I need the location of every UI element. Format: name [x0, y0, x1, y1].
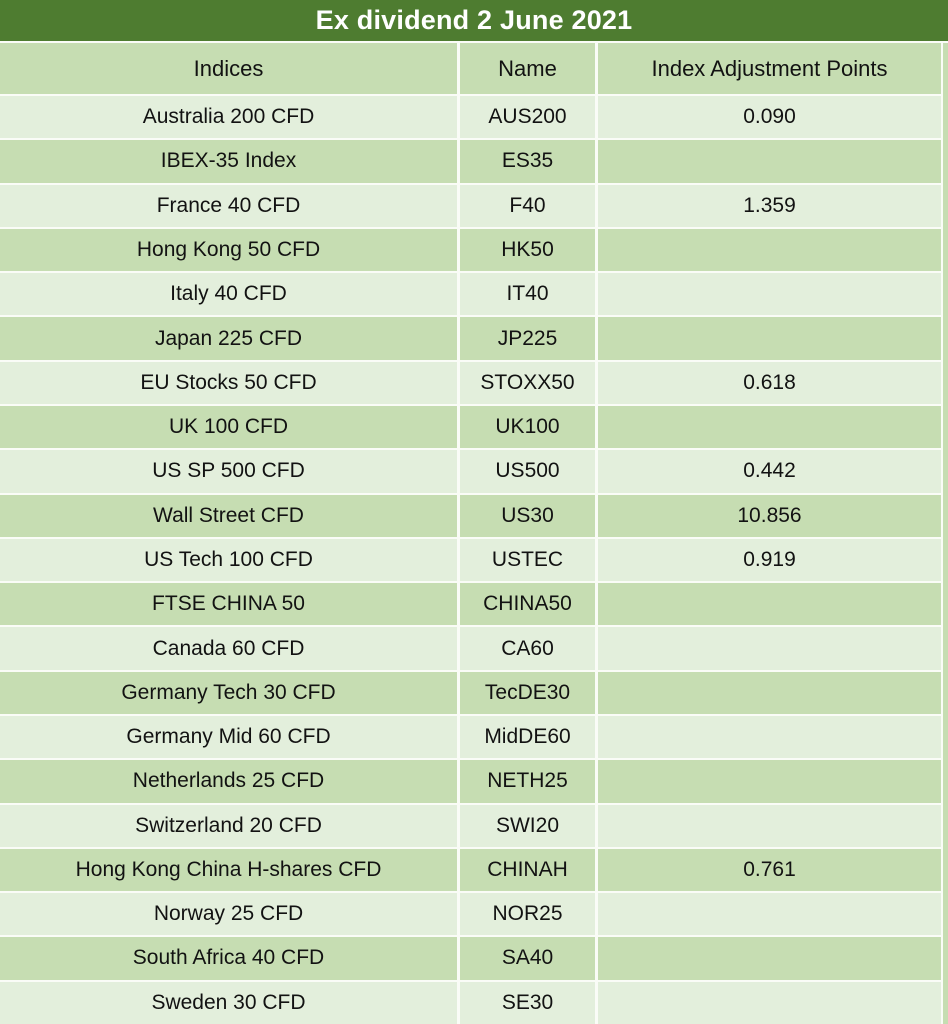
cell-points [598, 583, 941, 626]
cell-points [598, 627, 941, 670]
table-row: Germany Tech 30 CFD TecDE30 [0, 671, 948, 714]
table-row: Netherlands 25 CFD NETH25 [0, 760, 948, 803]
cell-name: MidDE60 [460, 715, 595, 759]
cell-name: CHINA50 [460, 583, 595, 626]
cell-indices: Netherlands 25 CFD [0, 760, 457, 803]
cell-name: CA60 [460, 627, 595, 670]
table-row: Sweden 30 CFD SE30 [0, 981, 948, 1024]
cell-points: 0.761 [598, 848, 941, 892]
cell-name: UK100 [460, 405, 595, 449]
cell-indices: Germany Tech 30 CFD [0, 671, 457, 714]
cell-indices: South Africa 40 CFD [0, 937, 457, 980]
cell-name: ES35 [460, 140, 595, 183]
cell-name: US30 [460, 494, 595, 537]
cell-indices: Hong Kong China H-shares CFD [0, 848, 457, 892]
cell-indices: IBEX-35 Index [0, 140, 457, 183]
table-row: Canada 60 CFD CA60 [0, 627, 948, 670]
cell-indices: Wall Street CFD [0, 494, 457, 537]
table-row: IBEX-35 Index ES35 [0, 140, 948, 183]
cell-indices: Hong Kong 50 CFD [0, 228, 457, 272]
cell-name: SE30 [460, 981, 595, 1024]
cell-indices: FTSE CHINA 50 [0, 583, 457, 626]
table-row: France 40 CFD F40 1.359 [0, 184, 948, 227]
cell-points [598, 228, 941, 272]
cell-indices: UK 100 CFD [0, 405, 457, 449]
cell-points [598, 405, 941, 449]
cell-name: AUS200 [460, 96, 595, 139]
cell-points [598, 140, 941, 183]
table-row: EU Stocks 50 CFD STOXX50 0.618 [0, 361, 948, 404]
table-body: Australia 200 CFD AUS200 0.090 IBEX-35 I… [0, 96, 948, 1024]
table-row: Australia 200 CFD AUS200 0.090 [0, 96, 948, 139]
cell-points: 10.856 [598, 494, 941, 537]
cell-name: JP225 [460, 317, 595, 360]
cell-indices: Japan 225 CFD [0, 317, 457, 360]
cell-points: 0.919 [598, 538, 941, 582]
table-header-row: Indices Name Index Adjustment Points [0, 43, 948, 94]
cell-indices: Italy 40 CFD [0, 273, 457, 316]
cell-name: SA40 [460, 937, 595, 980]
table-row: Norway 25 CFD NOR25 [0, 893, 948, 936]
column-header-name: Name [460, 43, 595, 94]
cell-indices: EU Stocks 50 CFD [0, 361, 457, 404]
cell-indices: Norway 25 CFD [0, 893, 457, 936]
column-header-adjustment-points: Index Adjustment Points [598, 43, 941, 94]
cell-name: F40 [460, 184, 595, 227]
cell-indices: Switzerland 20 CFD [0, 804, 457, 847]
table-row: Switzerland 20 CFD SWI20 [0, 804, 948, 847]
cell-indices: France 40 CFD [0, 184, 457, 227]
cell-points [598, 671, 941, 714]
cell-points [598, 760, 941, 803]
table-title: Ex dividend 2 June 2021 [0, 0, 948, 41]
cell-name: US500 [460, 450, 595, 493]
cell-name: USTEC [460, 538, 595, 582]
cell-points: 0.618 [598, 361, 941, 404]
cell-name: SWI20 [460, 804, 595, 847]
cell-points [598, 893, 941, 936]
table-row: Germany Mid 60 CFD MidDE60 [0, 715, 948, 759]
cell-name: TecDE30 [460, 671, 595, 714]
table-row: Wall Street CFD US30 10.856 [0, 494, 948, 537]
table-row: US SP 500 CFD US500 0.442 [0, 450, 948, 493]
cell-points: 0.442 [598, 450, 941, 493]
cell-indices: US Tech 100 CFD [0, 538, 457, 582]
cell-points [598, 804, 941, 847]
table-row: US Tech 100 CFD USTEC 0.919 [0, 538, 948, 582]
table-row: Japan 225 CFD JP225 [0, 317, 948, 360]
cell-indices: Germany Mid 60 CFD [0, 715, 457, 759]
cell-points [598, 715, 941, 759]
cell-indices: US SP 500 CFD [0, 450, 457, 493]
table-right-edge-strip [943, 43, 948, 1024]
table-row: UK 100 CFD UK100 [0, 405, 948, 449]
column-header-indices: Indices [0, 43, 457, 94]
cell-name: HK50 [460, 228, 595, 272]
cell-points [598, 981, 941, 1024]
cell-indices: Australia 200 CFD [0, 96, 457, 139]
cell-points [598, 937, 941, 980]
cell-name: IT40 [460, 273, 595, 316]
cell-indices: Sweden 30 CFD [0, 981, 457, 1024]
cell-indices: Canada 60 CFD [0, 627, 457, 670]
cell-points [598, 317, 941, 360]
table-row: FTSE CHINA 50 CHINA50 [0, 583, 948, 626]
cell-points: 1.359 [598, 184, 941, 227]
cell-name: NETH25 [460, 760, 595, 803]
cell-name: NOR25 [460, 893, 595, 936]
table-row: South Africa 40 CFD SA40 [0, 937, 948, 980]
cell-points: 0.090 [598, 96, 941, 139]
cell-name: STOXX50 [460, 361, 595, 404]
cell-name: CHINAH [460, 848, 595, 892]
cell-points [598, 273, 941, 316]
table-row: Italy 40 CFD IT40 [0, 273, 948, 316]
table-row: Hong Kong 50 CFD HK50 [0, 228, 948, 272]
table-row: Hong Kong China H-shares CFD CHINAH 0.76… [0, 848, 948, 892]
